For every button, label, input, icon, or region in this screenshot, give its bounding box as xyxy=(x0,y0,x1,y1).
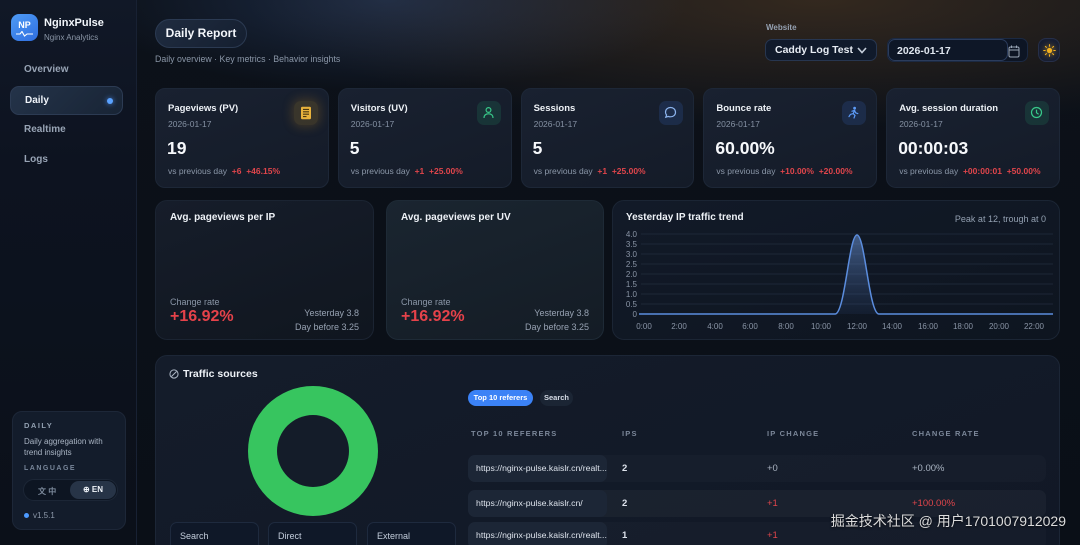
svg-text:0:00: 0:00 xyxy=(636,322,652,331)
svg-text:16:00: 16:00 xyxy=(918,322,939,331)
svg-text:22:00: 22:00 xyxy=(1024,322,1045,331)
svg-text:4.0: 4.0 xyxy=(626,230,638,239)
svg-text:10:00: 10:00 xyxy=(811,322,832,331)
svg-text:0.5: 0.5 xyxy=(626,300,638,309)
svg-text:2.0: 2.0 xyxy=(626,270,638,279)
svg-text:3.0: 3.0 xyxy=(626,250,638,259)
svg-text:18:00: 18:00 xyxy=(953,322,974,331)
svg-text:6:00: 6:00 xyxy=(742,322,758,331)
svg-text:12:00: 12:00 xyxy=(847,322,868,331)
svg-text:1.5: 1.5 xyxy=(626,280,638,289)
svg-text:20:00: 20:00 xyxy=(989,322,1010,331)
svg-text:0: 0 xyxy=(633,310,638,319)
svg-text:8:00: 8:00 xyxy=(778,322,794,331)
svg-text:2.5: 2.5 xyxy=(626,260,638,269)
svg-text:4:00: 4:00 xyxy=(707,322,723,331)
svg-text:1.0: 1.0 xyxy=(626,290,638,299)
svg-text:2:00: 2:00 xyxy=(671,322,687,331)
svg-text:3.5: 3.5 xyxy=(626,240,638,249)
svg-text:14:00: 14:00 xyxy=(882,322,903,331)
